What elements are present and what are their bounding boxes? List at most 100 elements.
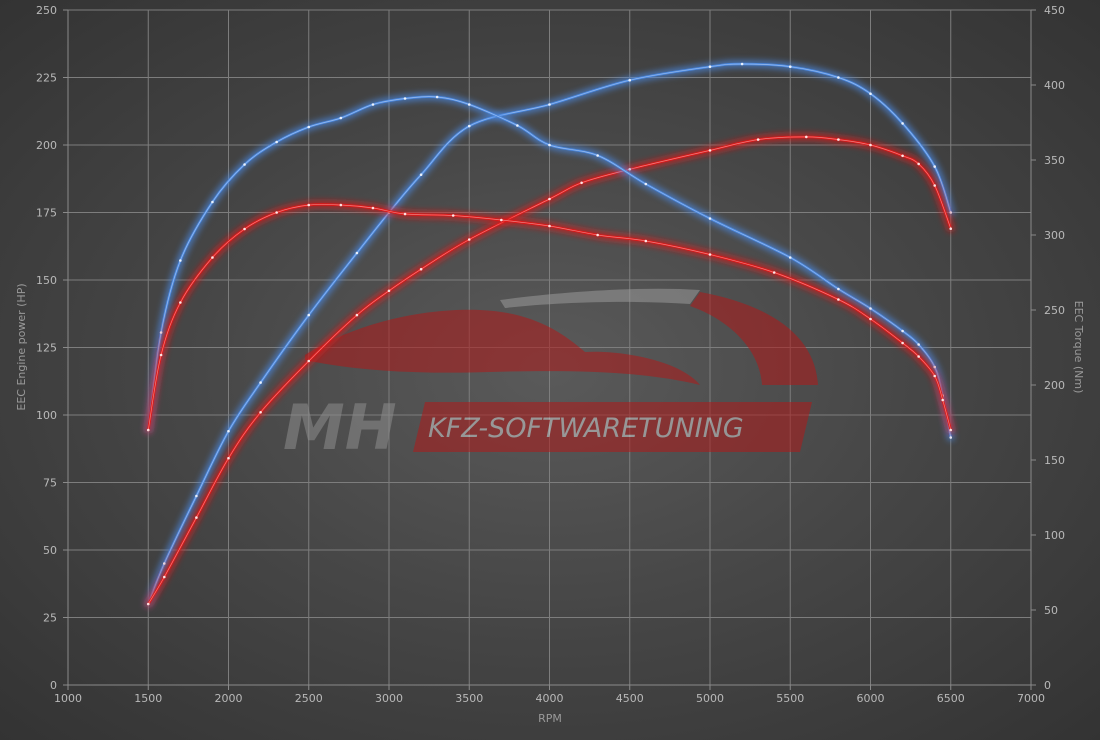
y-right-tick-label: 300 [1044,229,1065,242]
y-axis-right-title: EEC Torque (Nm) [1072,301,1085,394]
data-point-stock-power [259,381,262,384]
data-point-stock-torque [949,436,953,439]
y-right-tick-label: 0 [1044,679,1051,692]
data-point-tuned-torque [548,224,551,228]
data-point-stock-power [869,92,872,95]
x-tick-label: 4000 [536,692,564,705]
data-point-tuned-power [756,138,760,141]
data-point-stock-torque [211,200,214,204]
data-point-stock-torque [901,329,904,333]
data-point-stock-torque [708,217,712,220]
data-point-tuned-power [708,149,712,152]
x-tick-label: 2000 [215,692,243,705]
data-point-tuned-torque [708,253,712,256]
y-left-tick-label: 25 [43,612,57,625]
data-point-tuned-torque [949,428,953,432]
y-left-tick-label: 200 [36,139,57,152]
x-tick-label: 3500 [455,692,483,705]
x-tick-label: 2500 [295,692,323,705]
data-point-stock-torque [788,256,792,259]
data-point-stock-torque [179,259,182,262]
y-right-tick-label: 350 [1044,154,1065,167]
series-layer [144,60,955,608]
data-point-stock-torque [275,140,278,144]
data-point-stock-power [355,251,359,255]
data-point-stock-power [548,103,551,106]
y-left-tick-label: 125 [36,342,57,355]
data-point-tuned-power [548,197,551,201]
data-point-tuned-power [869,143,872,147]
y-right-tick-label: 400 [1044,79,1065,92]
y-left-tick-label: 175 [36,207,57,220]
data-point-tuned-power [146,602,150,606]
data-point-tuned-torque [159,353,163,357]
data-point-stock-power [740,62,744,66]
y-right-tick-label: 250 [1044,304,1065,317]
data-point-stock-power [708,65,712,68]
data-point-tuned-power [227,456,230,460]
data-point-stock-torque [371,103,375,106]
data-point-stock-power [195,494,198,498]
x-tick-label: 5000 [696,692,724,705]
data-point-tuned-torque [772,271,776,274]
x-tick-label: 3000 [375,692,403,705]
y-left-tick-label: 75 [43,477,57,490]
data-point-stock-power [933,165,936,168]
data-point-tuned-torque [307,203,311,207]
series-line-tuned-power [147,135,952,606]
data-point-tuned-power [467,238,471,241]
data-point-tuned-power [419,267,423,271]
y-right-tick-label: 100 [1044,529,1065,542]
data-point-tuned-power [580,181,583,185]
data-point-stock-power [628,78,632,82]
data-point-tuned-power [837,138,840,141]
data-point-stock-power [227,429,230,433]
watermark-logo: MH KFZ-SOFTWARETUNING [283,288,818,464]
data-point-stock-torque [339,116,343,120]
data-point-stock-torque [869,307,872,310]
data-point-stock-power [467,124,471,128]
data-point-stock-torque [516,124,519,127]
x-tick-label: 6000 [857,692,885,705]
data-point-tuned-torque [941,398,945,402]
data-point-tuned-power [259,411,262,414]
data-point-tuned-torque [339,203,343,207]
data-point-stock-power [788,65,792,68]
data-point-tuned-torque [596,233,599,237]
data-point-stock-power [901,122,904,125]
y-left-tick-label: 225 [36,72,57,85]
y-left-tick-label: 0 [50,679,57,692]
x-tick-label: 1500 [134,692,162,705]
data-point-tuned-power [917,162,920,166]
y-left-tick-label: 250 [36,4,57,17]
swoosh-upper-icon [500,288,700,308]
data-point-stock-power [419,173,423,176]
data-point-stock-torque [243,163,246,166]
brand-banner [413,402,812,452]
data-point-stock-power [837,76,840,79]
y-right-tick-label: 450 [1044,4,1065,17]
data-point-tuned-torque [275,211,278,214]
y-right-tick-label: 50 [1044,604,1058,617]
data-point-tuned-torque [403,212,407,216]
data-point-stock-torque [596,154,599,157]
data-point-tuned-torque [179,301,182,304]
tick-labels: 1000 1500 2000 2500 3000 3500 4000 4500 5000 5500… [36,4,1065,705]
y-left-tick-label: 100 [36,409,57,422]
data-point-stock-torque [435,95,439,99]
x-tick-label: 4500 [616,692,644,705]
data-point-tuned-power [949,227,953,230]
car-silhouette-icon [305,309,700,385]
data-point-tuned-torque [644,239,648,243]
data-point-tuned-torque [371,206,375,210]
data-point-stock-torque [837,287,840,291]
data-point-tuned-torque [211,256,214,259]
watermark-brand: KFZ-SOFTWARETUNING [428,413,744,444]
data-point-stock-torque [307,125,311,129]
x-tick-label: 1000 [54,692,82,705]
y-left-tick-label: 50 [43,544,57,557]
data-point-stock-power [163,562,166,565]
watermark-mh: MH [283,391,397,464]
data-point-tuned-torque [933,374,936,378]
